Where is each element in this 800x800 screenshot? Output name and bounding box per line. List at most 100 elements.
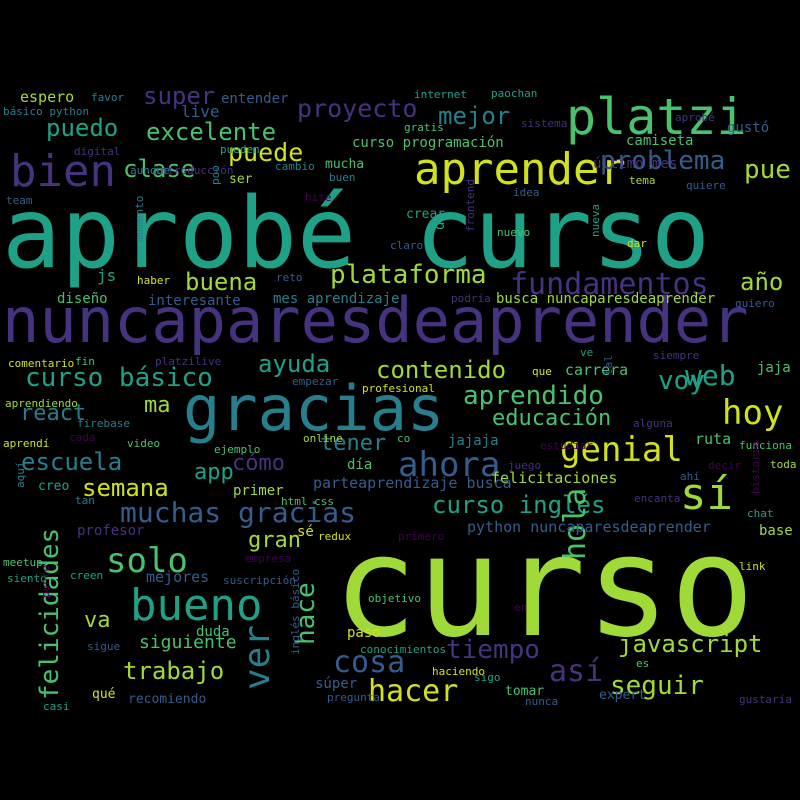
word-suscripcion: suscripción [223,574,296,587]
word-html-css: html css [281,495,334,508]
word-aprendi: aprendí [3,437,50,450]
word-link: link [739,560,766,573]
word-puede: puede [228,138,304,167]
word-gran: gran [248,528,301,553]
word-nunca: nunca [525,695,559,708]
word-idea: idea [513,186,540,199]
word-ruta: ruta [695,430,732,448]
word-javascript: javascript [618,630,763,658]
word-dia: día [347,457,373,473]
word-super: súper [315,676,358,692]
word-aprobe-curso: aprobé curso [2,177,711,291]
word-online: online [303,432,343,445]
word-ultimo-mes: último mes [593,156,678,172]
word-introduccion: introducción [154,164,234,177]
word-problema: problema [600,146,726,176]
word-que: que [532,365,552,378]
word-seguir: seguir [610,671,704,701]
word-expert: expert [599,688,646,703]
word-ma: ma [144,393,171,418]
word-nuncaparesdeaprender: nuncaparesdeaprender [2,284,749,357]
word-estudiar: estudiar [540,439,593,452]
word-recomiendo: recomiendo [128,692,207,707]
word-cambio: cambio [275,160,315,173]
word-frontend: frontend [464,179,477,232]
word-juego: juego [508,459,542,472]
word-encanta: encanta [634,492,681,505]
word-ve: ve [580,346,594,359]
word-live: live [181,102,220,121]
word-jaja: jaja [757,360,791,376]
word-trabajo: trabajo [123,657,225,685]
word-favor: favor [91,91,125,104]
word-felicidades: felicidades [35,527,65,700]
word-aunque: aunque [130,164,170,177]
word-hite: hite [305,191,332,204]
word-plataforma: plataforma [330,260,487,290]
word-duda: duda [196,624,230,640]
word-solo: solo [106,541,188,581]
word-react: react [20,401,87,426]
word-paso: paso [347,625,381,641]
word-primer: primer [233,483,284,499]
word-que: qué [92,687,116,702]
word-platzilive: platzilive [155,355,222,368]
word-entender: entender [221,91,289,107]
word-fin: fin [75,355,95,368]
word-nueva: nueva [589,203,602,237]
word-tomar: tomar [505,684,545,699]
word-pueden: pueden [220,143,260,156]
word-primero: primero [398,530,445,543]
word-redux: redux [318,530,352,543]
word-aqui: aquí [14,461,27,489]
word-bueno: bueno [130,580,263,631]
word-educacion: educación [492,406,612,431]
word-ano: año [740,268,784,296]
word-sigue: sigue [87,640,121,653]
word-toda: toda [770,458,797,471]
word-parteaprendizaje-busca: parteaprendizaje busca [313,474,512,492]
word-sigo: sigo [474,671,501,684]
word-ser: ser [229,172,253,187]
word-chat: chat [747,507,774,520]
word-ingles-basico: inglés básico [289,568,302,655]
word-gusto: gustó [727,120,770,136]
word-creo: creo [38,479,70,494]
word-bien: bien [10,146,116,197]
word-mejor: mejor [438,102,511,130]
word-siento: siento [7,572,47,585]
word-tan: tan [75,494,95,507]
word-aprender: aprender [414,144,626,195]
word-comentario: comentario [8,357,75,370]
word-aprobe: aprobé [675,111,715,124]
word-tal: tal [602,355,615,375]
word-co: co [397,432,411,445]
word-semana: semana [82,474,169,502]
word-curso-programacion: curso programación [352,135,504,151]
word-siempre: siempre [653,349,700,362]
word-si: sí [680,469,733,520]
word-siguiente: siguiente [139,632,237,653]
word-haber: haber [137,274,171,287]
word-carrera: carrera [565,361,629,379]
word-base: base [759,523,793,539]
word-firebase: firebase [77,417,130,430]
word-objetivo: objetivo [368,592,421,605]
word-team: team [6,194,33,207]
word-gratis: gratis [404,121,444,134]
word-super: super [143,82,216,110]
word-aprendiendo: aprendiendo [5,397,78,410]
word-mucha: mucha [325,157,365,172]
word-mes-aprendizaje: mes aprendizaje [273,291,400,307]
word-gustaria: gustaría [739,693,792,706]
word-como: cómo [232,451,285,476]
word-conocimientos: conocimientos [360,643,447,656]
word-curso-ingles: curso inglés [432,491,606,519]
word-empezar: empezar [292,375,339,388]
word-quiere: quiere [686,179,726,192]
word-punto: punto [39,564,52,598]
word-contenido: contenido [376,356,507,384]
word-jajaja: jajaja [448,433,499,449]
word-creen: creen [70,569,104,582]
word-sistema: sistema [521,117,568,130]
